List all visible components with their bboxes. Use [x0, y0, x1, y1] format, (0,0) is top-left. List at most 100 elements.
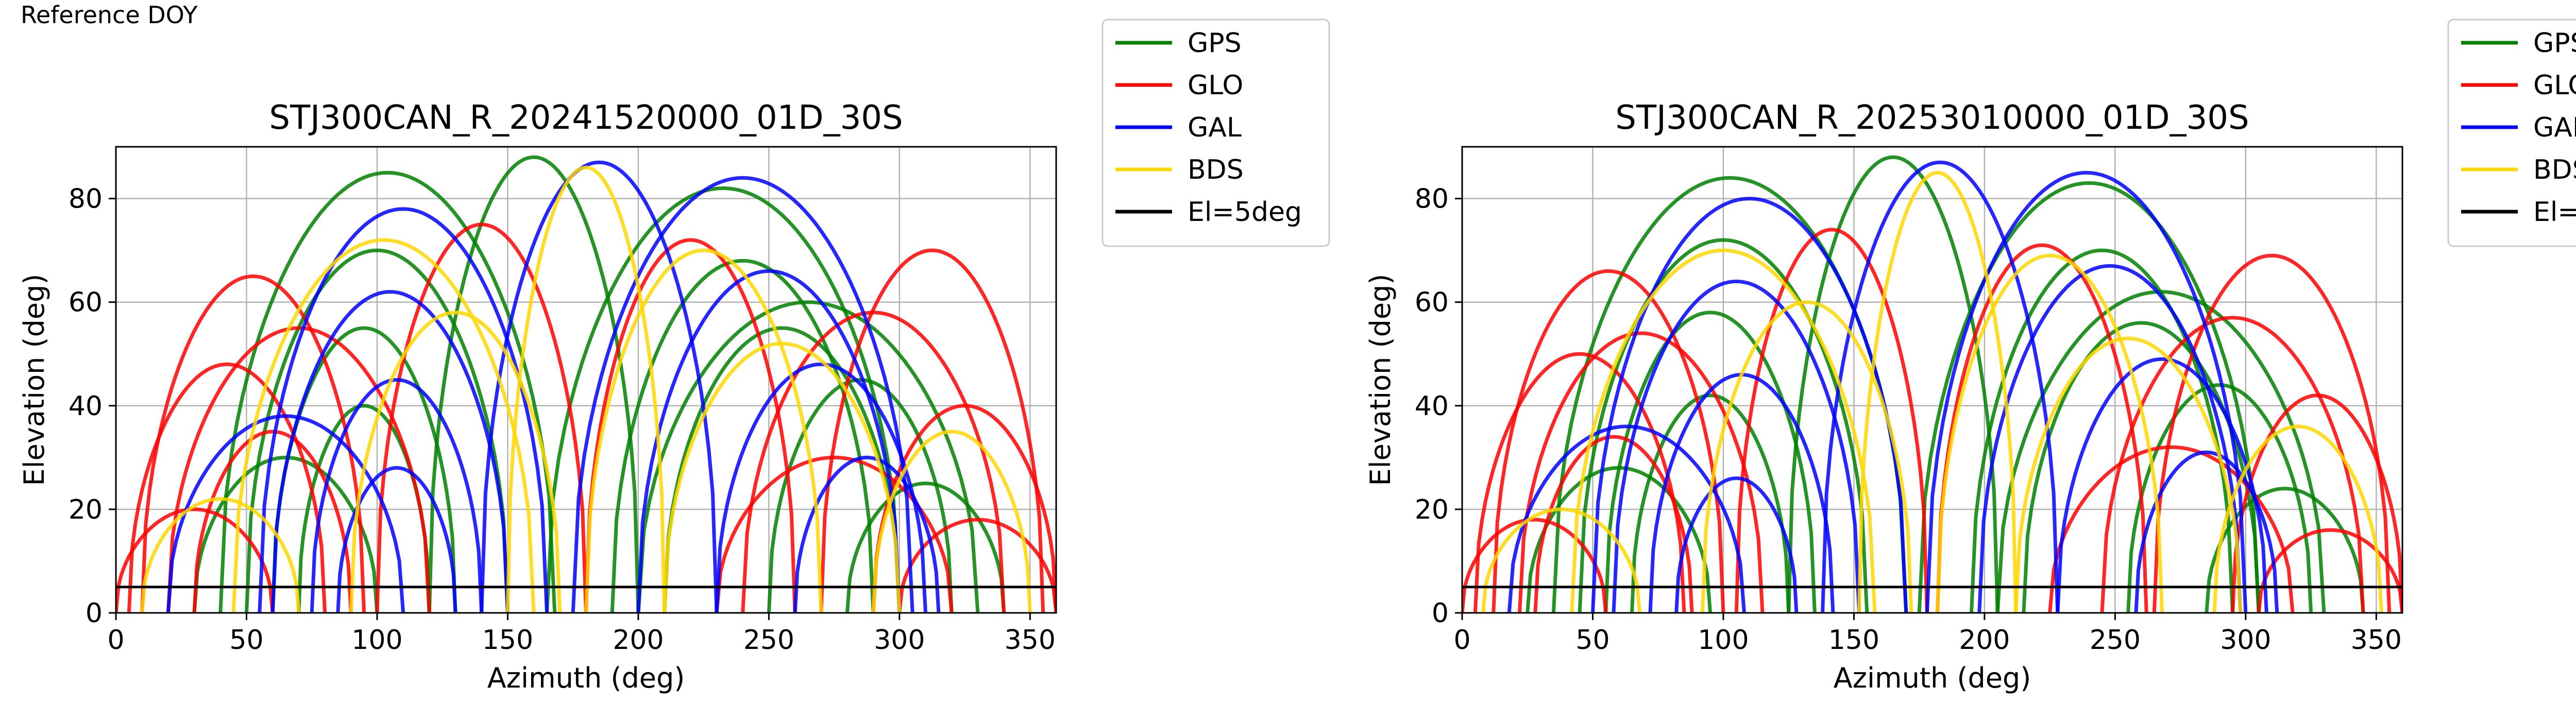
- arc-gps: [545, 186, 902, 613]
- y-tick-label: 0: [86, 598, 103, 629]
- arc-gps: [1995, 290, 2326, 613]
- arc-gal: [793, 455, 941, 613]
- x-tick-label: 250: [743, 625, 794, 656]
- arc-gps: [218, 170, 557, 613]
- arc-bds: [1936, 253, 2164, 613]
- arc-glo: [715, 455, 954, 613]
- arc-gps: [245, 248, 510, 613]
- arc-gal: [258, 207, 549, 613]
- x-tick-label: 200: [613, 625, 664, 656]
- y-tick-label: 60: [1415, 287, 1449, 318]
- y-axis-label: Elevation (deg): [1364, 274, 1397, 486]
- chart-panel-1: 0 50 100 150 200 250 300 350 0 20 40 60 80 Azimuth (d…: [18, 19, 1330, 694]
- x-axis-label: Azimuth (deg): [487, 662, 685, 694]
- arc-glo: [584, 238, 797, 613]
- x-tick-label: 250: [2090, 625, 2141, 656]
- y-tick-label: 80: [69, 184, 103, 215]
- legend: GPS GLO GAL BDS El=5deg: [2447, 19, 2576, 247]
- arc-gps: [1970, 248, 2234, 613]
- legend: GPS GLO GAL BDS El=5deg: [1101, 19, 1330, 247]
- arc-bds: [2014, 336, 2243, 613]
- legend-frame: [2447, 19, 2576, 247]
- legend-label: El=5deg: [2533, 197, 2576, 228]
- x-tick-label: 50: [229, 625, 263, 656]
- arc-glo: [116, 507, 275, 613]
- series-gps: [1526, 155, 2365, 613]
- arc-bds: [2212, 424, 2383, 613]
- x-tick-label: 350: [1005, 625, 1056, 656]
- arc-gal: [1612, 279, 1861, 613]
- x-tick-label: 50: [1575, 625, 1609, 656]
- legend-label: GPS: [1188, 28, 1242, 59]
- y-axis-label: Elevation (deg): [18, 274, 50, 486]
- arc-glo: [1462, 518, 1608, 613]
- series-gal: [1507, 160, 2279, 613]
- chart-title: STJ300CAN_R_20253010000_01D_30S: [1615, 99, 2249, 137]
- arc-bds: [505, 165, 667, 613]
- arc-glo: [1734, 228, 1929, 613]
- arc-bds: [1700, 300, 1913, 613]
- arc-gal: [636, 269, 902, 613]
- arc-glo: [166, 326, 431, 613]
- arc-glo: [1936, 243, 2148, 613]
- legend-label: GAL: [2533, 112, 2576, 143]
- arc-glo: [1518, 331, 1765, 613]
- arc-glo: [819, 248, 1045, 613]
- y-tick-label: 80: [1415, 184, 1449, 215]
- arc-bds: [140, 497, 301, 613]
- arc-gps: [427, 155, 640, 613]
- legend-label: BDS: [2533, 155, 2576, 185]
- reference-doy-label: Reference DOY: [21, 1, 198, 29]
- arc-bds: [231, 238, 536, 613]
- arc-bds: [584, 248, 823, 613]
- arc-gal: [480, 160, 719, 613]
- chart-panel-2: 0 50 100 150 200 250 300 350 0 20 40 60 80 Azimuth (d…: [1364, 19, 2576, 694]
- arc-gal: [1507, 424, 1746, 613]
- arc-glo: [1473, 352, 1686, 613]
- legend-frame: [1101, 19, 1330, 247]
- arc-gal: [2134, 450, 2279, 613]
- y-tick-label: 20: [69, 494, 103, 525]
- y-tick-label: 40: [69, 391, 103, 422]
- arc-gps: [1787, 155, 1999, 613]
- x-tick-label: 150: [1828, 625, 1879, 656]
- arc-bds: [663, 341, 902, 613]
- x-tick-label: 100: [351, 625, 402, 656]
- x-tick-label: 300: [2220, 625, 2271, 656]
- y-tick-label: 0: [1432, 598, 1449, 629]
- arc-glo: [897, 518, 1056, 613]
- legend-label: GPS: [2533, 28, 2576, 59]
- legend-label: BDS: [1188, 155, 1244, 185]
- plot-frame: [1461, 146, 2403, 614]
- series-glo: [1462, 228, 2402, 613]
- plot-frame: [115, 146, 1057, 614]
- x-tick-label: 0: [107, 625, 124, 656]
- arc-bds: [1857, 170, 2018, 613]
- arc-glo: [140, 274, 366, 613]
- series-bds: [1481, 170, 2383, 613]
- legend-label: GLO: [2533, 70, 2576, 101]
- x-tick-label: 300: [874, 625, 925, 656]
- x-tick-label: 100: [1698, 625, 1749, 656]
- arc-gal: [2056, 357, 2268, 613]
- arc-gps: [2126, 383, 2313, 613]
- arc-gal: [571, 176, 914, 613]
- arc-bds: [349, 311, 562, 613]
- arc-gps: [767, 378, 954, 613]
- series-gal: [166, 160, 941, 613]
- arc-gal: [310, 378, 484, 613]
- arc-glo: [1492, 269, 1725, 613]
- x-tick-label: 0: [1453, 625, 1470, 656]
- arc-gal: [270, 290, 510, 613]
- x-tick-label: 350: [2351, 625, 2402, 656]
- arc-bds: [871, 430, 1032, 613]
- arc-gal: [1925, 170, 2248, 613]
- arc-gal: [715, 362, 927, 613]
- arc-gal: [1674, 476, 1799, 613]
- arc-glo: [741, 311, 1006, 613]
- y-tick-label: 60: [69, 287, 103, 318]
- y-tick-label: 40: [1415, 391, 1449, 422]
- arc-gps: [1630, 393, 1791, 613]
- x-tick-label: 150: [482, 625, 533, 656]
- arc-glo: [192, 430, 353, 613]
